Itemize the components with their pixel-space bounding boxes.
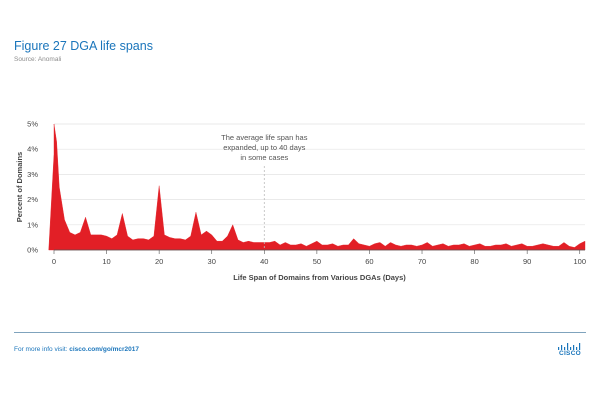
footer-divider	[14, 332, 586, 333]
annotation-line-text: in some cases	[240, 153, 288, 162]
y-tick-label: 1%	[27, 220, 38, 229]
x-tick-label: 100	[573, 257, 586, 266]
x-tick-label: 70	[418, 257, 426, 266]
x-tick-label: 50	[313, 257, 321, 266]
y-tick-label: 4%	[27, 145, 38, 154]
x-axis-label: Life Span of Domains from Various DGAs (…	[233, 273, 406, 282]
y-tick-label: 0%	[27, 246, 38, 255]
gridlines	[54, 123, 585, 226]
y-tick-label: 2%	[27, 195, 38, 204]
axes: 0% 1% 2% 3% 4% 5% 0 10 20 30 40 50 60 70 80 90 100	[27, 120, 586, 267]
x-tick-label: 60	[365, 257, 373, 266]
x-tick-label: 0	[52, 257, 56, 266]
area-chart: The average life span has expanded, up to…	[15, 120, 586, 283]
x-tick-label: 40	[260, 257, 268, 266]
x-tick-label: 90	[523, 257, 531, 266]
cisco-logo-icon	[558, 343, 581, 350]
area-series-path	[48, 123, 586, 251]
cisco-logo-text: CISCO	[558, 350, 582, 357]
y-tick-label: 5%	[27, 120, 38, 129]
y-axis-label: Percent of Domains	[15, 152, 24, 222]
y-tick-label: 3%	[27, 170, 38, 179]
annotation-line-text: The average life span has	[221, 133, 308, 142]
annotation: The average life span has expanded, up to…	[221, 133, 308, 250]
x-tick-label: 80	[470, 257, 478, 266]
area-series	[48, 123, 586, 251]
footer-prefix: For more info visit:	[14, 346, 70, 353]
footer-link[interactable]: cisco.com/go/mcr2017	[69, 346, 139, 353]
figure-title: Figure 27 DGA life spans	[14, 39, 153, 53]
annotation-text: The average life span has expanded, up to…	[221, 133, 308, 162]
figure-source: Source: Anomali	[14, 56, 62, 63]
x-tick-label: 20	[155, 257, 163, 266]
footer-info: For more info visit: cisco.com/go/mcr201…	[14, 346, 139, 353]
annotation-line-text: expanded, up to 40 days	[223, 143, 305, 152]
x-tick-label: 30	[208, 257, 216, 266]
x-tick-label: 10	[102, 257, 110, 266]
